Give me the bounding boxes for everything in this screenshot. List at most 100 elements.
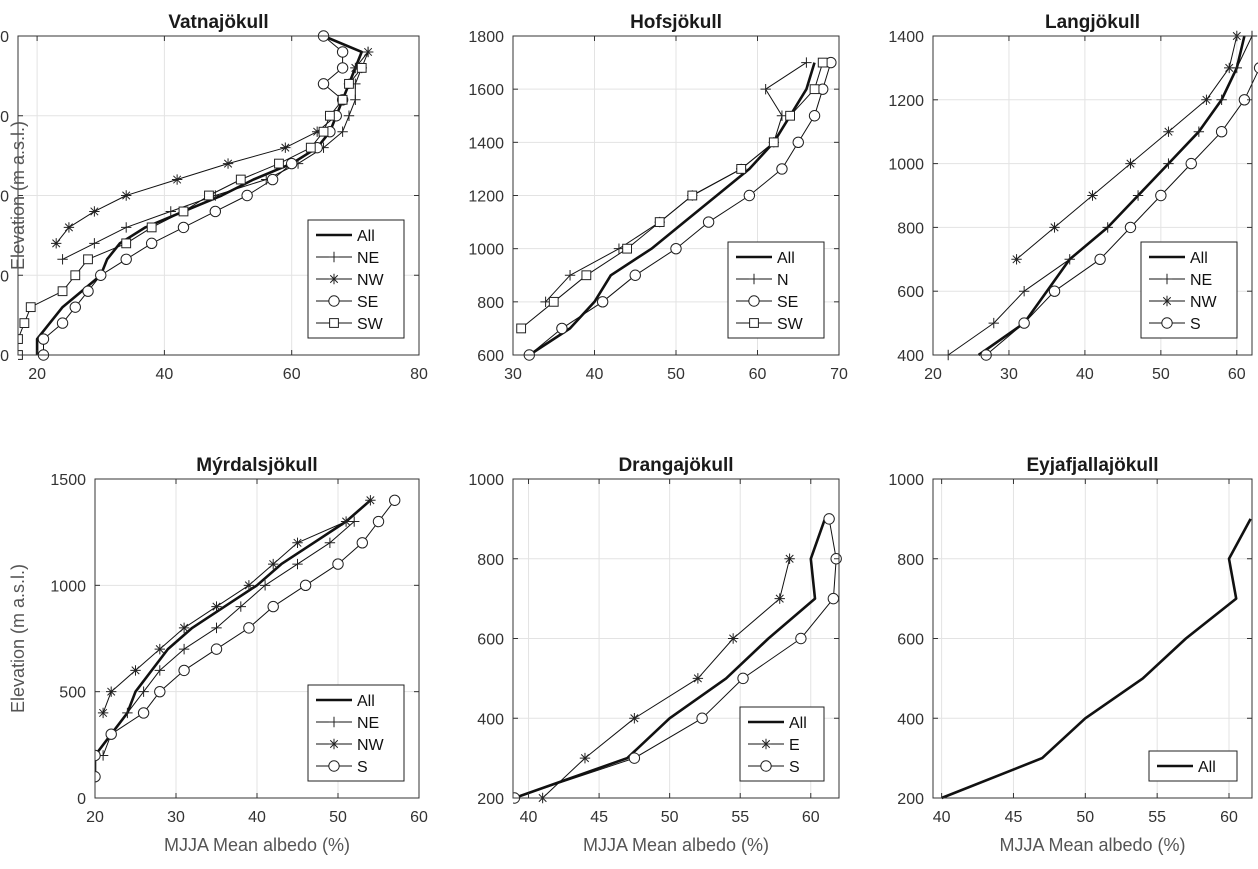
data-point-ne [350, 94, 361, 105]
data-point-s [137, 707, 150, 719]
data-point-se [285, 157, 298, 170]
legend: All N SE SW [727, 241, 825, 339]
data-point-se [792, 136, 804, 149]
series-line-nw [1016, 35, 1238, 260]
y-tick-label: 600 [477, 632, 504, 649]
y-tick-label: 800 [897, 220, 924, 237]
legend-label-all: All [357, 228, 375, 245]
data-point-sw [25, 302, 36, 313]
data-point-nw [1049, 222, 1060, 233]
data-point-se [336, 62, 349, 74]
legend-marker-sw [749, 318, 759, 328]
legend-marker-ne [328, 251, 340, 263]
data-point-s [1155, 189, 1167, 202]
legend-marker-n [748, 273, 760, 285]
x-axis-label: MJJA Mean albedo (%) [164, 835, 350, 855]
data-point-sw [768, 137, 779, 148]
y-tick-label: 500 [0, 268, 9, 285]
x-tick-label: 40 [586, 366, 604, 383]
data-point-se [241, 189, 253, 202]
data-point-ne [211, 622, 222, 634]
data-point-nw [63, 222, 75, 233]
x-tick-label: 50 [661, 809, 679, 826]
data-point-sw [356, 63, 367, 73]
chart-title: Hofsjökull [630, 12, 722, 33]
y-tick-label: 1000 [888, 472, 924, 489]
data-point-s [1124, 221, 1137, 234]
x-tick-label: 45 [590, 809, 608, 826]
series-line-s [985, 70, 1258, 356]
y-tick-label: 0 [77, 791, 86, 808]
data-point-s [372, 515, 385, 528]
data-point-se [556, 322, 568, 335]
legend-marker-se [748, 295, 760, 307]
x-tick-label: 50 [667, 366, 685, 383]
data-point-ne [1193, 126, 1205, 137]
data-point-se [95, 269, 107, 281]
legend-marker-nw [1161, 295, 1173, 307]
x-tick-label: 50 [329, 809, 347, 826]
y-tick-label: 1000 [888, 157, 924, 174]
data-point-n [564, 270, 576, 281]
chart-title: Langjökull [1045, 12, 1140, 33]
data-point-ne [324, 537, 336, 548]
axes-frame [932, 35, 1253, 356]
legend-label-nw: NW [357, 737, 385, 754]
legend-label-se: SE [357, 294, 378, 311]
x-tick-label: 30 [504, 366, 522, 383]
data-point-nw [1163, 126, 1174, 137]
y-tick-label: 1000 [0, 189, 9, 206]
x-tick-label: 50 [1152, 366, 1170, 383]
legend-label-ne: NE [357, 250, 379, 267]
data-point-e [579, 752, 591, 764]
y-tick-label: 600 [897, 632, 924, 649]
y-tick-label: 800 [897, 552, 924, 569]
x-axis-label: MJJA Mean albedo (%) [999, 835, 1185, 855]
x-tick-label: 60 [1228, 366, 1246, 383]
data-point-sw [581, 270, 592, 281]
data-point-e [692, 673, 704, 684]
x-tick-label: 40 [1076, 366, 1094, 383]
data-point-sw [622, 243, 633, 254]
y-tick-label: 200 [477, 791, 504, 808]
data-point-s [1253, 62, 1258, 74]
data-point-sw [337, 94, 348, 105]
legend-label-all: All [789, 715, 807, 732]
x-tick-label: 50 [1076, 809, 1094, 826]
y-tick-label: 1000 [468, 472, 504, 489]
legend-marker-s [1161, 317, 1173, 329]
y-tick-label: 1000 [468, 242, 504, 259]
data-point-sw [19, 318, 30, 329]
data-point-sw [204, 190, 214, 201]
chart-panel-5: 40 45 50 55 60 200 400 600 800 1000 Drangajökull MJ… [468, 455, 842, 855]
data-point-s [299, 579, 312, 592]
data-point-nw [1224, 62, 1235, 74]
legend-label-sw: SW [777, 316, 804, 333]
data-point-sw [654, 217, 665, 227]
data-point-e [629, 713, 640, 724]
legend-label-s: S [357, 759, 368, 776]
data-point-sw [687, 190, 698, 201]
legend-label-s: S [1190, 316, 1201, 333]
data-point-nw [130, 665, 141, 676]
legend-label-e: E [789, 737, 800, 754]
chart-panel-1: 20 40 60 80 0 500 1000 1500 2000 Vatnajökull Eleva… [0, 12, 428, 383]
data-point-se [629, 269, 641, 281]
data-point-nw [1125, 158, 1136, 169]
y-tick-label: 800 [477, 552, 504, 569]
data-point-se [37, 333, 50, 345]
legend-marker-nw [328, 273, 340, 285]
data-point-s [795, 632, 807, 645]
data-point-sw [344, 78, 354, 89]
data-point-ne [988, 317, 999, 329]
legend-label-n: N [777, 272, 789, 289]
y-tick-label: 800 [477, 295, 504, 312]
data-point-nw [1201, 94, 1212, 105]
x-tick-label: 40 [520, 809, 538, 826]
data-point-se [120, 253, 132, 265]
plot-area [18, 30, 374, 361]
data-point-se [177, 221, 190, 234]
data-point-s [1018, 317, 1030, 329]
data-point-s [389, 494, 401, 506]
y-tick-label: 1000 [50, 578, 86, 595]
